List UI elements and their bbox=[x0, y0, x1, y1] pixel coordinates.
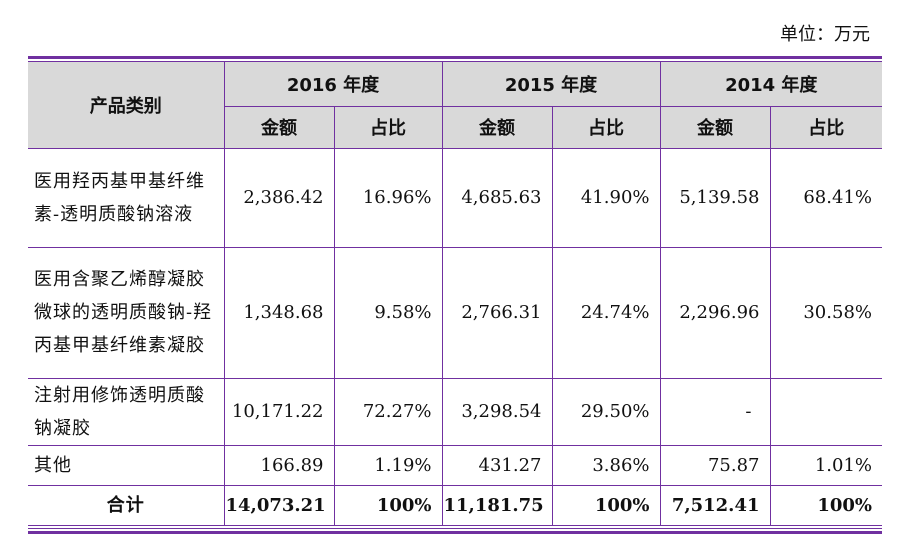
total-2016-amount: 14,073.21 bbox=[223, 484, 335, 526]
table-row: 注射用修饰透明质酸钠凝胶 10,171.22 72.27% 3,298.54 2… bbox=[28, 377, 882, 446]
cell-2016-amount: 166.89 bbox=[223, 444, 335, 486]
cell-2014-ratio: 1.01% bbox=[769, 444, 882, 486]
top-rule-thin bbox=[28, 61, 882, 62]
table-row: 其他 166.89 1.19% 431.27 3.86% 75.87 1.01% bbox=[28, 444, 882, 486]
total-2015-amount: 11,181.75 bbox=[441, 484, 553, 526]
bottom-rule bbox=[28, 530, 882, 534]
total-2015-ratio: 100% bbox=[551, 484, 661, 526]
cell-2014-amount: - bbox=[659, 377, 771, 446]
cell-2015-amount: 2,766.31 bbox=[441, 246, 553, 379]
header-ratio: 占比 bbox=[333, 105, 443, 149]
unit-label: 单位：万元 bbox=[780, 24, 870, 45]
total-2014-amount: 7,512.41 bbox=[659, 484, 771, 526]
total-2016-ratio: 100% bbox=[333, 484, 443, 526]
cell-2015-ratio: 3.86% bbox=[551, 444, 661, 486]
total-2014-ratio: 100% bbox=[769, 484, 882, 526]
header-category: 产品类别 bbox=[28, 62, 225, 149]
header-amount: 金额 bbox=[441, 105, 553, 149]
row-name: 其他 bbox=[28, 444, 225, 486]
cell-2015-ratio: 41.90% bbox=[551, 147, 661, 248]
bottom-rule-thin bbox=[28, 527, 882, 529]
cell-2016-amount: 10,171.22 bbox=[223, 377, 335, 446]
table-row: 医用羟丙基甲基纤维素-透明质酸钠溶液 2,386.42 16.96% 4,685… bbox=[28, 147, 882, 248]
header-ratio: 占比 bbox=[551, 105, 661, 149]
row-name: 医用含聚乙烯醇凝胶微球的透明质酸钠-羟丙基甲基纤维素凝胶 bbox=[28, 246, 225, 379]
cell-2016-amount: 2,386.42 bbox=[223, 147, 335, 248]
cell-2014-ratio: 30.58% bbox=[769, 246, 882, 379]
cell-2016-amount: 1,348.68 bbox=[223, 246, 335, 379]
cell-2014-amount: 5,139.58 bbox=[659, 147, 771, 248]
cell-2016-ratio: 9.58% bbox=[333, 246, 443, 379]
header-year-2014: 2014 年度 bbox=[659, 62, 882, 107]
header-amount: 金额 bbox=[224, 105, 335, 149]
header-ratio: 占比 bbox=[769, 105, 882, 149]
top-rule bbox=[28, 56, 882, 59]
cell-2014-amount: 75.87 bbox=[659, 444, 771, 486]
cell-2016-ratio: 1.19% bbox=[333, 444, 443, 486]
total-row: 合计 14,073.21 100% 11,181.75 100% 7,512.4… bbox=[28, 484, 882, 526]
header-year-2016: 2016 年度 bbox=[223, 62, 443, 107]
total-label: 合计 bbox=[28, 484, 225, 526]
cell-2015-ratio: 24.74% bbox=[551, 246, 661, 379]
cell-2015-amount: 4,685.63 bbox=[441, 147, 553, 248]
cell-2015-ratio: 29.50% bbox=[551, 377, 661, 446]
revenue-table-container: 产品类别 2016 年度 2015 年度 2014 年度 金额 占比 金额 占比… bbox=[28, 56, 882, 534]
cell-2014-ratio: 68.41% bbox=[769, 147, 882, 248]
row-name: 医用羟丙基甲基纤维素-透明质酸钠溶液 bbox=[28, 147, 225, 248]
cell-2015-amount: 431.27 bbox=[441, 444, 553, 486]
cell-2014-ratio bbox=[769, 377, 882, 446]
revenue-by-product-table: 产品类别 2016 年度 2015 年度 2014 年度 金额 占比 金额 占比… bbox=[28, 62, 882, 526]
cell-2015-amount: 3,298.54 bbox=[441, 377, 553, 446]
cell-2016-ratio: 16.96% bbox=[333, 147, 443, 248]
table-row: 医用含聚乙烯醇凝胶微球的透明质酸钠-羟丙基甲基纤维素凝胶 1,348.68 9.… bbox=[28, 246, 882, 379]
header-year-2015: 2015 年度 bbox=[441, 62, 661, 107]
cell-2014-amount: 2,296.96 bbox=[659, 246, 771, 379]
header-amount: 金额 bbox=[659, 105, 771, 149]
row-name: 注射用修饰透明质酸钠凝胶 bbox=[28, 377, 225, 446]
cell-2016-ratio: 72.27% bbox=[333, 377, 443, 446]
